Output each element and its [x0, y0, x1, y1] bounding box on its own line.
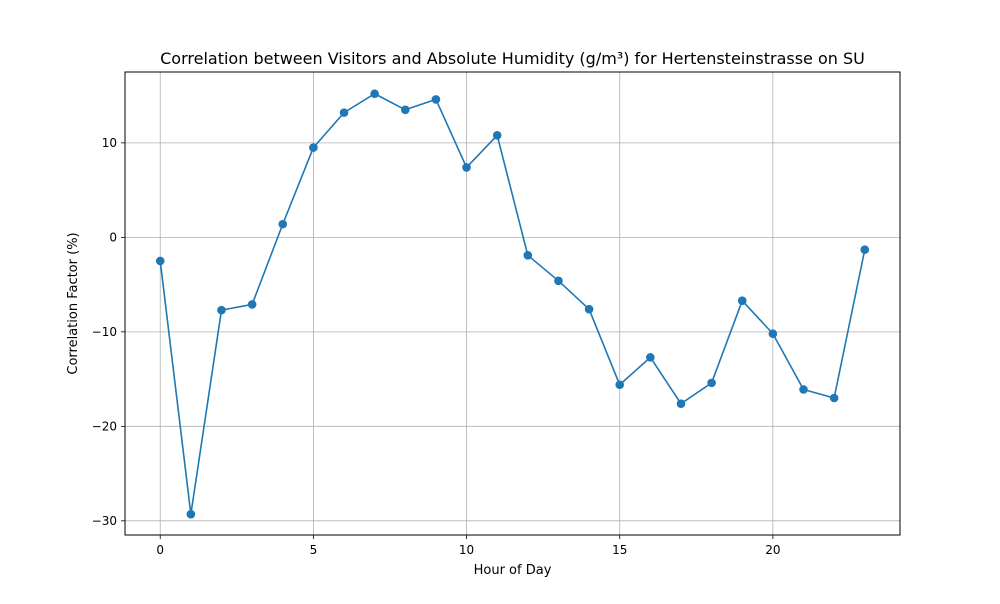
data-point	[615, 380, 625, 390]
data-point	[462, 163, 471, 172]
plot-area-frame	[124, 71, 901, 536]
data-point	[584, 304, 594, 314]
data-point	[799, 385, 808, 394]
y-tick-label: −30	[92, 514, 117, 528]
data-point	[339, 108, 349, 117]
data-point	[278, 219, 288, 229]
data-point	[707, 378, 716, 388]
data-point	[829, 393, 839, 403]
series-layer	[155, 89, 870, 519]
data-point	[155, 256, 165, 266]
data-point	[676, 399, 686, 408]
data-point	[768, 329, 778, 339]
data-point	[523, 251, 533, 260]
tick-layer: 0 5 10 15 20 −30 −20 −10 0 10	[92, 136, 781, 557]
x-axis-label: Hour of Day	[474, 563, 552, 578]
data-point	[431, 95, 441, 104]
data-point	[860, 245, 870, 254]
data-point	[370, 89, 379, 99]
y-tick-label: 0	[109, 230, 117, 244]
data-point	[186, 509, 196, 519]
data-point	[309, 143, 318, 152]
y-tick-label: 10	[102, 136, 117, 150]
x-tick-label: 20	[765, 543, 780, 557]
chart-title: Correlation between Visitors and Absolut…	[160, 49, 865, 68]
series-line	[159, 92, 866, 516]
data-point	[400, 105, 410, 115]
data-point	[492, 131, 502, 140]
data-point	[217, 305, 226, 315]
y-tick-label: −20	[92, 419, 117, 433]
x-tick-label: 5	[310, 543, 318, 557]
data-point	[737, 296, 747, 305]
data-point	[247, 300, 257, 309]
data-point	[646, 353, 655, 362]
data-point	[554, 276, 563, 286]
x-tick-label: 0	[156, 543, 164, 557]
x-tick-label: 15	[612, 543, 627, 557]
y-tick-label: −10	[92, 325, 117, 339]
x-tick-label: 10	[459, 543, 474, 557]
y-axis-label: Correlation Factor (%)	[66, 232, 81, 374]
